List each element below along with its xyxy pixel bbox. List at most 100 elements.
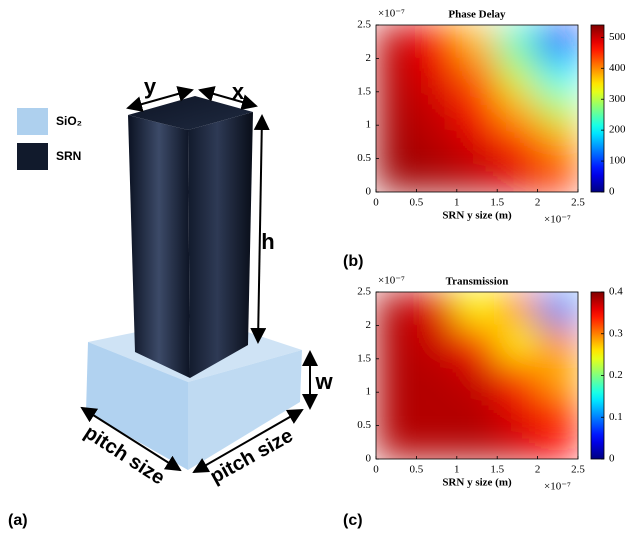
- chart-title: Transmission: [446, 276, 509, 288]
- x-tick-label: 1.5: [490, 197, 504, 209]
- x-axis-label: SRN y size (m): [442, 477, 512, 489]
- y-exponent: ×10⁻⁷: [378, 8, 405, 20]
- heatmap: [376, 292, 579, 460]
- heatmap-cell: [538, 159, 579, 193]
- y-tick-label: 1.5: [357, 85, 371, 97]
- heatmap-cell: [457, 359, 498, 393]
- heatmap-cell: [497, 159, 538, 193]
- dimension-label: y: [144, 74, 157, 99]
- colorbar-tick-label: 100: [609, 155, 626, 167]
- colorbar-tick-label: 200: [609, 124, 626, 136]
- heatmap-cell: [376, 392, 417, 426]
- colorbar-tick-label: 500: [609, 31, 626, 43]
- y-tick-label: 1.5: [357, 352, 371, 364]
- heatmap-cell: [416, 159, 457, 193]
- heatmap-cell: [538, 292, 579, 326]
- y-tick-label: 2.5: [357, 19, 371, 31]
- heatmap-cell: [457, 58, 498, 92]
- x-tick-label: 0: [373, 197, 379, 209]
- heatmap-cell: [457, 426, 498, 460]
- chart-title: Phase Delay: [448, 9, 506, 21]
- heatmap-cell: [376, 159, 417, 193]
- heatmap-cell: [416, 325, 457, 359]
- heatmap-cell: [538, 325, 579, 359]
- x-tick-label: 0: [373, 464, 379, 476]
- heatmap-cell: [538, 25, 579, 59]
- colorbar-tick-label: 300: [609, 93, 626, 105]
- colorbar-tick-label: 0: [609, 186, 615, 198]
- heatmap-cell: [416, 92, 457, 126]
- heatmap-cell: [376, 92, 417, 126]
- pillar: [128, 96, 253, 378]
- heatmap-cell: [416, 25, 457, 59]
- heatmap-cell: [497, 125, 538, 159]
- x-tick-label: 2.5: [571, 464, 585, 476]
- heatmap-cell: [376, 359, 417, 393]
- heatmap-cell: [497, 25, 538, 59]
- y-tick-label: 1: [366, 119, 372, 131]
- heatmap-cell: [376, 125, 417, 159]
- heatmap-cell: [457, 92, 498, 126]
- heatmap-cell: [497, 92, 538, 126]
- heatmap-cell: [497, 325, 538, 359]
- dimension-label: w: [314, 369, 333, 394]
- heatmap-cell: [457, 392, 498, 426]
- heatmap-cell: [497, 359, 538, 393]
- heatmap-cell: [416, 125, 457, 159]
- y-tick-label: 0.5: [357, 419, 371, 431]
- heatmap-cell: [457, 325, 498, 359]
- heatmap-cells: [376, 25, 579, 193]
- heatmap-cells: [376, 292, 579, 460]
- heatmap-cell: [416, 426, 457, 460]
- legend-label: SRN: [56, 149, 81, 163]
- y-exponent: ×10⁻⁷: [378, 275, 405, 287]
- colorbar-tick-label: 0: [609, 453, 615, 465]
- heatmap-cell: [376, 292, 417, 326]
- panel-label: (a): [8, 512, 28, 529]
- heatmap-cell: [538, 359, 579, 393]
- x-tick-label: 1: [454, 464, 460, 476]
- figure: SiO₂ SRN y x h w pitch size pitch size (…: [0, 0, 644, 538]
- x-tick-label: 1: [454, 197, 460, 209]
- heatmap-cell: [376, 58, 417, 92]
- x-exponent: ×10⁻⁷: [544, 481, 571, 493]
- dimension-label: x: [232, 79, 245, 104]
- heatmap-cell: [457, 125, 498, 159]
- heatmap-cell: [376, 25, 417, 59]
- y-tick-label: 0: [366, 186, 372, 198]
- x-exponent: ×10⁻⁷: [544, 214, 571, 226]
- heatmap-cell: [376, 325, 417, 359]
- heatmap: [376, 25, 579, 193]
- heatmap-cell: [538, 125, 579, 159]
- colorbar-tick-label: 0.1: [609, 411, 623, 423]
- heatmap-cell: [538, 392, 579, 426]
- colorbar-tick-label: 0.4: [609, 286, 623, 298]
- y-tick-label: 2: [366, 319, 372, 331]
- colorbar-tick-label: 0.2: [609, 369, 623, 381]
- y-tick-label: 0: [366, 453, 372, 465]
- heatmap-cell: [538, 58, 579, 92]
- colorbar-tick-label: 400: [609, 62, 626, 74]
- x-tick-label: 2: [535, 464, 541, 476]
- y-tick-label: 1: [366, 386, 372, 398]
- heatmap-cell: [457, 159, 498, 193]
- x-tick-label: 0.5: [410, 464, 424, 476]
- heatmap-cell: [376, 426, 417, 460]
- heatmap-cell: [416, 359, 457, 393]
- y-tick-label: 2: [366, 52, 372, 64]
- x-tick-label: 1.5: [490, 464, 504, 476]
- x-tick-label: 2.5: [571, 197, 585, 209]
- heatmap-cell: [497, 58, 538, 92]
- panel-label: (b): [343, 253, 363, 270]
- heatmap-cell: [538, 92, 579, 126]
- x-tick-label: 0.5: [410, 197, 424, 209]
- y-tick-label: 0.5: [357, 152, 371, 164]
- legend-label: SiO₂: [56, 114, 82, 128]
- x-axis-label: SRN y size (m): [442, 210, 512, 222]
- colorbar-tick-label: 0.3: [609, 327, 623, 339]
- y-tick-label: 2.5: [357, 286, 371, 298]
- heatmap-cell: [416, 58, 457, 92]
- heatmap-cell: [497, 392, 538, 426]
- heatmap-cell: [497, 426, 538, 460]
- colorbar: [591, 25, 604, 192]
